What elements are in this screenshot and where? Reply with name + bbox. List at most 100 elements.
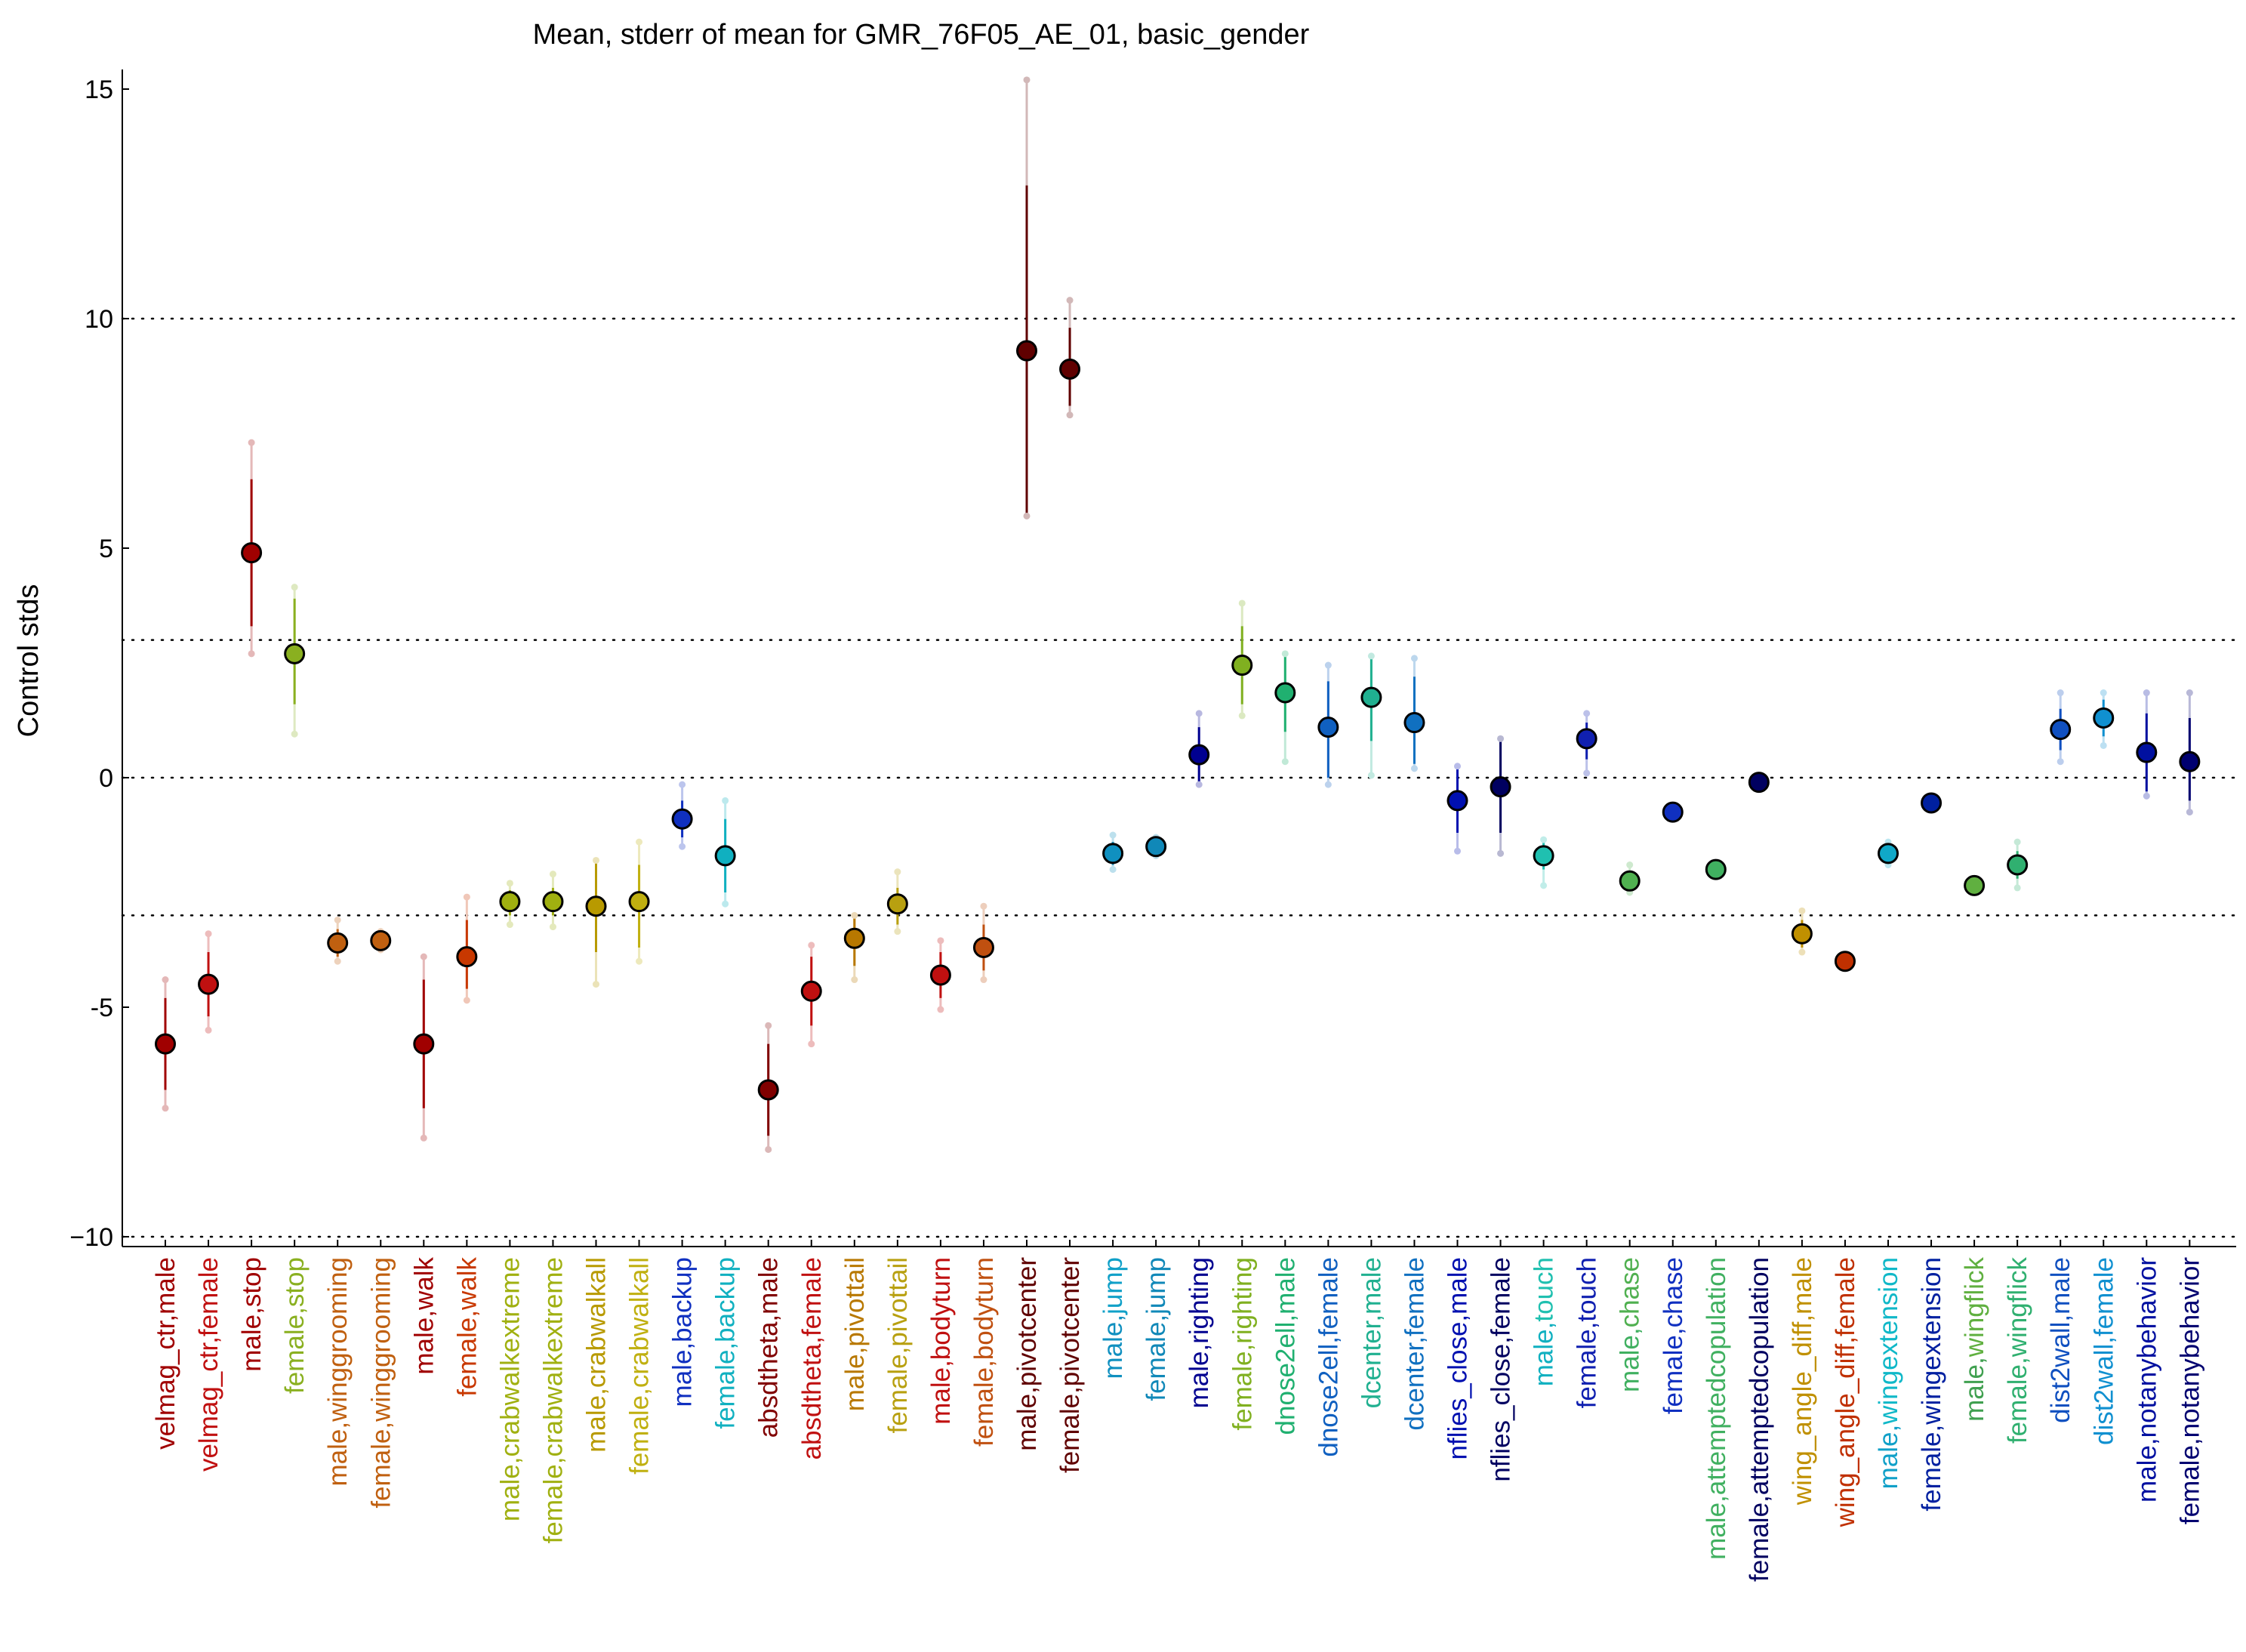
x-tick-label: male,jump (1098, 1257, 1128, 1379)
range-min-point (1798, 948, 1806, 956)
range-min-point (722, 900, 729, 908)
x-tick-label: female,attemptedcopulation (1745, 1257, 1774, 1582)
range-max-point (1023, 76, 1031, 84)
x-tick-label: velmag_ctr,female (194, 1257, 223, 1472)
x-tick-label: male,wingflick (1960, 1257, 1989, 1422)
mean-point (284, 643, 306, 664)
mean-point (1533, 845, 1554, 867)
range-min-point (1195, 781, 1203, 788)
mean-point (1878, 843, 1899, 865)
range-max-point (1324, 661, 1332, 669)
reference-lines (121, 317, 2238, 1238)
range-min-point (1023, 512, 1031, 519)
range-max-point (2100, 689, 2107, 697)
x-tick-label-part: female,pivottail (883, 1257, 913, 1433)
x-tick-label-part: male,attemptedcopulation (1702, 1257, 1731, 1560)
x-tick-label-part: male, (1960, 1357, 1989, 1422)
range-min-point (1109, 866, 1117, 874)
mean-point (413, 1033, 435, 1055)
x-tick-label: male,wingextension (1874, 1257, 1903, 1489)
x-tick-label-part: velmag_ctr,male (151, 1257, 180, 1450)
range-max-point (851, 911, 858, 919)
mean-point (499, 891, 521, 913)
mean-point (2136, 741, 2158, 763)
x-tick-label-part: female,wingextension (1917, 1257, 1946, 1512)
range-min-point (1410, 765, 1418, 772)
x-tick-label: female,touch (1573, 1257, 1602, 1408)
x-tick-label: dnose2ell,female (1314, 1257, 1343, 1457)
range-max-point (506, 880, 513, 887)
y-axis-title: Control stds (13, 584, 45, 738)
range-max-point (205, 930, 212, 938)
x-tick-label: dist2wall,male (2046, 1257, 2075, 1423)
range-min-point (593, 981, 599, 988)
x-tick-label: male,crabwalkall (582, 1257, 612, 1453)
mean-point (1619, 870, 1641, 892)
x-tick-label: wing_angle_diff,male (1788, 1257, 1817, 1506)
x-tick-label: male,touch (1530, 1257, 1559, 1386)
x-tick-label: male,crabwalkextreme (495, 1257, 525, 1521)
range-max-point (334, 916, 341, 923)
range-max-point (1410, 655, 1418, 662)
x-ticks (165, 1240, 2191, 1247)
x-tick-label-part: female,pivotcenter (1055, 1257, 1085, 1473)
range-min-point (1367, 772, 1375, 779)
x-tick-label: dist2wall,female (2089, 1257, 2118, 1445)
range-max-point (679, 781, 686, 788)
x-tick-label-part: female,crabwalkall (625, 1257, 655, 1475)
range-max-point (894, 868, 901, 876)
x-tick-label-part: dist2wall,female (2089, 1257, 2118, 1445)
range-max-point (2013, 838, 2021, 846)
mean-point (1360, 686, 1382, 708)
range-min-point (420, 1134, 427, 1142)
mean-point (155, 1033, 176, 1055)
y-tick-label: 5 (99, 535, 113, 563)
range-min-point (894, 928, 901, 935)
x-tick-label: male,attemptedcopulation (1702, 1257, 1731, 1560)
mean-point (1102, 843, 1124, 865)
x-tick-label: absdtheta,female (797, 1257, 827, 1460)
x-tick-label-part: jump (1098, 1257, 1128, 1315)
range-min-point (2143, 792, 2150, 800)
x-tick-label-part: female,jump (1141, 1257, 1171, 1401)
range-min-point (1281, 758, 1289, 766)
x-tick-label-part: wing_angle_diff,female (1831, 1257, 1860, 1527)
y-tick-label: -5 (91, 994, 113, 1022)
range-max-point (593, 856, 599, 864)
range-min-point (1238, 712, 1246, 720)
x-tick-label-part: female,notanybehavior (2175, 1257, 2204, 1524)
mean-point (714, 845, 736, 867)
x-tick-label: male,stop (237, 1257, 267, 1372)
mean-point (800, 980, 822, 1002)
range-max-point (2057, 689, 2064, 697)
x-tick-label-part: wingflick (1960, 1257, 1989, 1358)
x-tick-label: absdtheta,male (754, 1257, 784, 1438)
range-min-point (765, 1145, 772, 1153)
mean-point (2093, 707, 2115, 729)
x-tick-label-part: dist2wall,male (2046, 1257, 2075, 1423)
range-min-point (937, 1006, 944, 1013)
x-tick-label: male,notanybehavior (2132, 1257, 2161, 1503)
x-tick-label: velmag_ctr,male (151, 1257, 180, 1450)
mean-point (1446, 790, 1468, 812)
mean-point (1662, 801, 1684, 823)
range-min-point (549, 923, 556, 931)
x-tick-label: female,walk (452, 1257, 482, 1397)
x-tick-label-part: female,chase (1659, 1257, 1688, 1414)
x-tick-label-part: male,righting (1185, 1257, 1214, 1408)
x-tick-label: female,wingflick (2003, 1257, 2032, 1444)
range-max-point (1626, 861, 1634, 869)
range-max-point (1497, 735, 1505, 742)
x-tick-label-part: absdtheta,female (797, 1257, 827, 1460)
x-tick-label-part: wing_angle_diff,male (1788, 1257, 1817, 1506)
y-tick-label: 0 (99, 764, 113, 793)
range-max-point (2186, 689, 2193, 697)
range-min-point (1497, 849, 1505, 857)
x-tick-label: female,pivottail (883, 1257, 913, 1433)
x-tick-label-part: wingextension (1874, 1257, 1903, 1425)
range-max-point (549, 871, 556, 878)
x-tick-label-part: female,winggrooming (366, 1257, 396, 1509)
mean-point (1834, 951, 1856, 972)
x-tick-label: dcenter,female (1400, 1257, 1429, 1431)
mean-point (1403, 712, 1425, 734)
